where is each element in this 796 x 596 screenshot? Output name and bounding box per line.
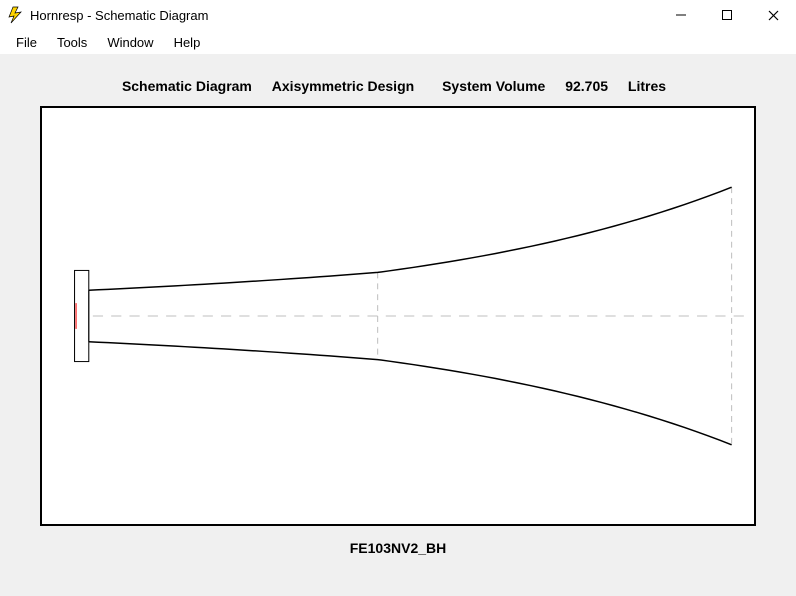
menu-file[interactable]: File [6, 33, 47, 52]
header-volume-label: System Volume 92.705 Litres [434, 78, 674, 94]
window-controls [658, 0, 796, 30]
menu-tools[interactable]: Tools [47, 33, 97, 52]
app-icon [6, 6, 24, 24]
diagram-footer: FE103NV2_BH [12, 526, 784, 556]
header-schematic-label: Schematic Diagram [122, 78, 252, 94]
header-design-label: Axisymmetric Design [272, 78, 414, 94]
window-title: Hornresp - Schematic Diagram [30, 8, 208, 23]
diagram-frame [40, 106, 756, 526]
menu-help[interactable]: Help [164, 33, 211, 52]
close-button[interactable] [750, 0, 796, 30]
titlebar: Hornresp - Schematic Diagram [0, 0, 796, 30]
menu-window[interactable]: Window [97, 33, 163, 52]
diagram-header: Schematic Diagram Axisymmetric Design Sy… [12, 66, 784, 106]
menubar: File Tools Window Help [0, 30, 796, 54]
design-name: FE103NV2_BH [350, 540, 447, 556]
maximize-button[interactable] [704, 0, 750, 30]
header-volume-prefix: System Volume [442, 78, 545, 94]
schematic-svg [42, 108, 754, 524]
header-volume-unit: Litres [628, 78, 666, 94]
minimize-button[interactable] [658, 0, 704, 30]
header-volume-value: 92.705 [565, 78, 608, 94]
client-area: Schematic Diagram Axisymmetric Design Sy… [0, 54, 796, 596]
